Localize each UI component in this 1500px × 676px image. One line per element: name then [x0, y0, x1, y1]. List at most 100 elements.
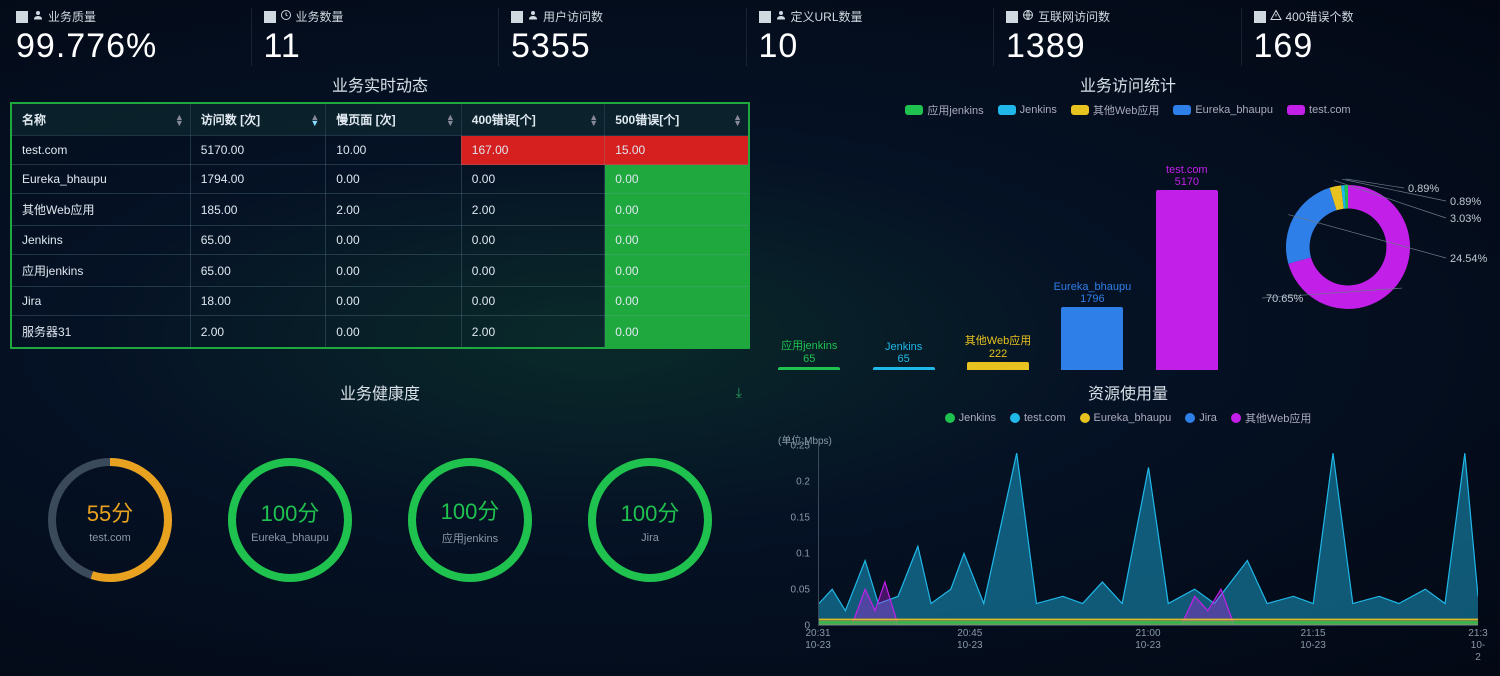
legend-item[interactable]: 其他Web应用 [1231, 410, 1311, 426]
bar-rect [967, 362, 1029, 370]
metric-card: 用户访问数 5355 [498, 8, 746, 66]
table-cell: 65.00 [190, 226, 326, 255]
table-cell: 5170.00 [190, 136, 326, 165]
table-cell: 服务器31 [11, 316, 190, 349]
metric-label: 400错误个数 [1254, 8, 1489, 25]
sort-icon[interactable]: ▲▼ [589, 114, 598, 126]
metric-card: 互联网访问数 1389 [993, 8, 1241, 66]
table-row[interactable]: test.com5170.0010.00167.0015.00 [11, 136, 749, 165]
bar-label: 其他Web应用222 [965, 332, 1031, 360]
table-row[interactable]: 应用jenkins65.000.000.000.00 [11, 255, 749, 287]
table-cell: test.com [11, 136, 190, 165]
gauge-name: Jira [641, 532, 659, 544]
bar-column[interactable]: 应用jenkins65 [768, 337, 850, 370]
metric-value: 99.776% [16, 27, 251, 66]
metric-card: 业务数量 11 [251, 8, 499, 66]
panel-health: 业务健康度 ⤓ 55分 test.com 100分 Eureka_bhaupu … [10, 380, 750, 660]
bar-column[interactable]: 其他Web应用222 [957, 332, 1039, 370]
table-cell: 2.00 [461, 194, 604, 226]
metric-value: 1389 [1006, 27, 1241, 66]
gauge[interactable]: 100分 Eureka_bhaupu [225, 455, 355, 585]
legend-item[interactable]: Eureka_bhaupu [1080, 410, 1172, 426]
bar-rect [1156, 190, 1218, 370]
gauge[interactable]: 100分 Jira [585, 455, 715, 585]
bar-rect [873, 367, 935, 370]
table-header[interactable]: 500错误[个]▲▼ [605, 103, 749, 136]
donut-label: 24.54% [1450, 253, 1488, 265]
gauge-name: test.com [89, 532, 131, 544]
x-tick: 20:4510-23 [957, 628, 983, 652]
x-axis: 20:3110-2320:4510-2321:0010-2321:1510-23… [818, 628, 1478, 656]
legend-item[interactable]: Eureka_bhaupu [1173, 102, 1273, 118]
bar-chart: 应用jenkins65 Jenkins65 其他Web应用222 Eureka_… [768, 128, 1228, 378]
gauge-row: 55分 test.com 100分 Eureka_bhaupu 100分 应用j… [10, 410, 750, 630]
table-cell: 0.00 [326, 165, 462, 194]
table-row[interactable]: Jira18.000.000.000.00 [11, 287, 749, 316]
donut-label: 70.65% [1266, 293, 1304, 305]
table-row[interactable]: 服务器312.000.002.000.00 [11, 316, 749, 349]
table-header[interactable]: 慢页面 [次]▲▼ [326, 103, 462, 136]
table-cell: 应用jenkins [11, 255, 190, 287]
table-cell: 0.00 [605, 194, 749, 226]
x-tick: 20:3110-23 [805, 628, 831, 652]
panel-title: 业务实时动态 [10, 72, 750, 96]
panel-access-stats: 业务访问统计 应用jenkinsJenkins其他Web应用Eureka_bha… [758, 72, 1498, 372]
resource-legend: Jenkins test.com Eureka_bhaupu Jira 其他Web应用 [758, 410, 1498, 426]
globe-icon [1022, 9, 1034, 24]
table-cell: 0.00 [461, 165, 604, 194]
bar-legend: 应用jenkins Jenkins 其他Web应用 Eureka_bhaupu test… [758, 102, 1498, 118]
table-cell: 0.00 [461, 287, 604, 316]
legend-item[interactable]: test.com [1010, 410, 1066, 426]
gauge[interactable]: 55分 test.com [45, 455, 175, 585]
metric-value: 10 [759, 27, 994, 66]
metric-card: 业务质量 99.776% [12, 8, 251, 66]
table-cell: 0.00 [605, 287, 749, 316]
clock-icon [280, 9, 292, 24]
table-row[interactable]: Jenkins65.000.000.000.00 [11, 226, 749, 255]
donut-label: 3.03% [1450, 213, 1481, 225]
table-cell: 185.00 [190, 194, 326, 226]
metric-label: 用户访问数 [511, 8, 746, 25]
gauge[interactable]: 100分 应用jenkins [405, 455, 535, 585]
table-header[interactable]: 访问数 [次]▲▼ [190, 103, 326, 136]
table-cell: 15.00 [605, 136, 749, 165]
realtime-table: 名称▲▼访问数 [次]▲▼慢页面 [次]▲▼400错误[个]▲▼500错误[个]… [10, 102, 750, 349]
gauge-score: 100分 [261, 496, 320, 528]
bar-rect [778, 367, 840, 370]
table-row[interactable]: Eureka_bhaupu1794.000.000.000.00 [11, 165, 749, 194]
metric-card: 400错误个数 169 [1241, 8, 1489, 66]
legend-item[interactable]: 应用jenkins [905, 102, 983, 118]
x-tick: 21:310-2 [1468, 628, 1487, 664]
legend-item[interactable]: 其他Web应用 [1071, 102, 1159, 118]
donut-chart: 70.65%24.54%3.03%0.89%0.89% [1258, 152, 1488, 352]
download-icon[interactable]: ⤓ [736, 384, 742, 401]
sort-icon[interactable]: ▲▼ [175, 114, 184, 126]
bar-column[interactable]: test.com5170 [1146, 164, 1228, 370]
y-tick: 0.15 [791, 513, 810, 524]
sort-icon[interactable]: ▲▼ [446, 114, 455, 126]
gauge-score: 55分 [87, 496, 133, 528]
bar-column[interactable]: Eureka_bhaupu1796 [1051, 281, 1133, 370]
panel-title: 业务健康度 [10, 380, 750, 404]
table-cell: 0.00 [605, 226, 749, 255]
y-tick: 0.1 [796, 549, 810, 560]
legend-item[interactable]: Jira [1185, 410, 1217, 426]
y-tick: 0.25 [791, 441, 810, 452]
bar-column[interactable]: Jenkins65 [862, 341, 944, 370]
table-cell: 0.00 [326, 287, 462, 316]
legend-item[interactable]: Jenkins [945, 410, 996, 426]
sort-icon[interactable]: ▲▼ [733, 114, 742, 126]
donut-label: 0.89% [1450, 196, 1481, 208]
table-row[interactable]: 其他Web应用185.002.002.000.00 [11, 194, 749, 226]
metric-card: 定义URL数量 10 [746, 8, 994, 66]
y-axis: 00.050.10.150.20.25 [778, 436, 814, 626]
table-cell: 2.00 [326, 194, 462, 226]
legend-item[interactable]: Jenkins [998, 102, 1057, 118]
table-header[interactable]: 名称▲▼ [11, 103, 190, 136]
legend-item[interactable]: test.com [1287, 102, 1351, 118]
table-cell: 其他Web应用 [11, 194, 190, 226]
table-cell: Eureka_bhaupu [11, 165, 190, 194]
table-header[interactable]: 400错误[个]▲▼ [461, 103, 604, 136]
sort-icon[interactable]: ▲▼ [310, 114, 319, 126]
table-cell: 18.00 [190, 287, 326, 316]
